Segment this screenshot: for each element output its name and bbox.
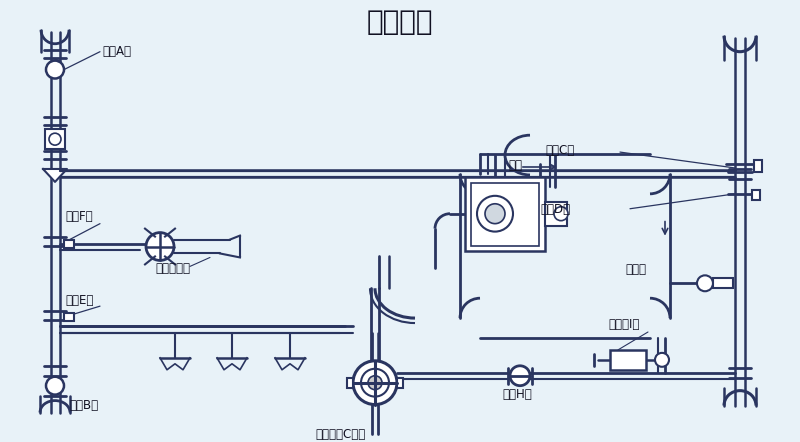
Polygon shape — [43, 169, 67, 182]
Text: 球阀F关: 球阀F关 — [65, 210, 93, 223]
Text: 洒水炮出口: 洒水炮出口 — [155, 262, 190, 275]
Circle shape — [554, 207, 568, 221]
Circle shape — [655, 353, 669, 367]
Text: 水泵: 水泵 — [508, 159, 522, 171]
Bar — [64, 240, 74, 248]
Text: 球阀E关: 球阀E关 — [65, 293, 94, 307]
Text: 球阀H开: 球阀H开 — [502, 388, 532, 401]
Bar — [465, 177, 545, 251]
Circle shape — [361, 369, 389, 396]
Bar — [754, 160, 762, 172]
Bar — [545, 202, 567, 225]
Circle shape — [477, 196, 513, 232]
Circle shape — [146, 232, 174, 260]
Circle shape — [46, 61, 64, 79]
Text: 水泵加水: 水泵加水 — [366, 8, 434, 36]
Bar — [347, 378, 353, 388]
Circle shape — [510, 366, 530, 386]
Text: 球阀A关: 球阀A关 — [102, 45, 131, 58]
Bar — [610, 350, 646, 370]
Bar — [397, 378, 403, 388]
Text: 罐体口: 罐体口 — [625, 263, 646, 276]
Circle shape — [485, 204, 505, 224]
Circle shape — [46, 377, 64, 395]
Circle shape — [353, 361, 397, 404]
Bar — [471, 183, 539, 245]
Circle shape — [368, 376, 382, 390]
Text: 消防栓I关: 消防栓I关 — [608, 317, 639, 331]
Text: 球阀B关: 球阀B关 — [69, 399, 98, 412]
Bar — [713, 278, 733, 288]
Bar — [64, 313, 74, 321]
Bar — [45, 129, 65, 149]
Text: 三通球阀C加水: 三通球阀C加水 — [315, 428, 366, 441]
Bar — [752, 190, 760, 200]
Circle shape — [697, 275, 713, 291]
Text: 球阀C关: 球阀C关 — [545, 144, 574, 156]
Text: 球阀D关: 球阀D关 — [540, 203, 570, 216]
Circle shape — [49, 133, 61, 145]
